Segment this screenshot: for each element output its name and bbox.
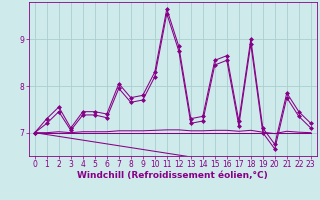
X-axis label: Windchill (Refroidissement éolien,°C): Windchill (Refroidissement éolien,°C): [77, 171, 268, 180]
